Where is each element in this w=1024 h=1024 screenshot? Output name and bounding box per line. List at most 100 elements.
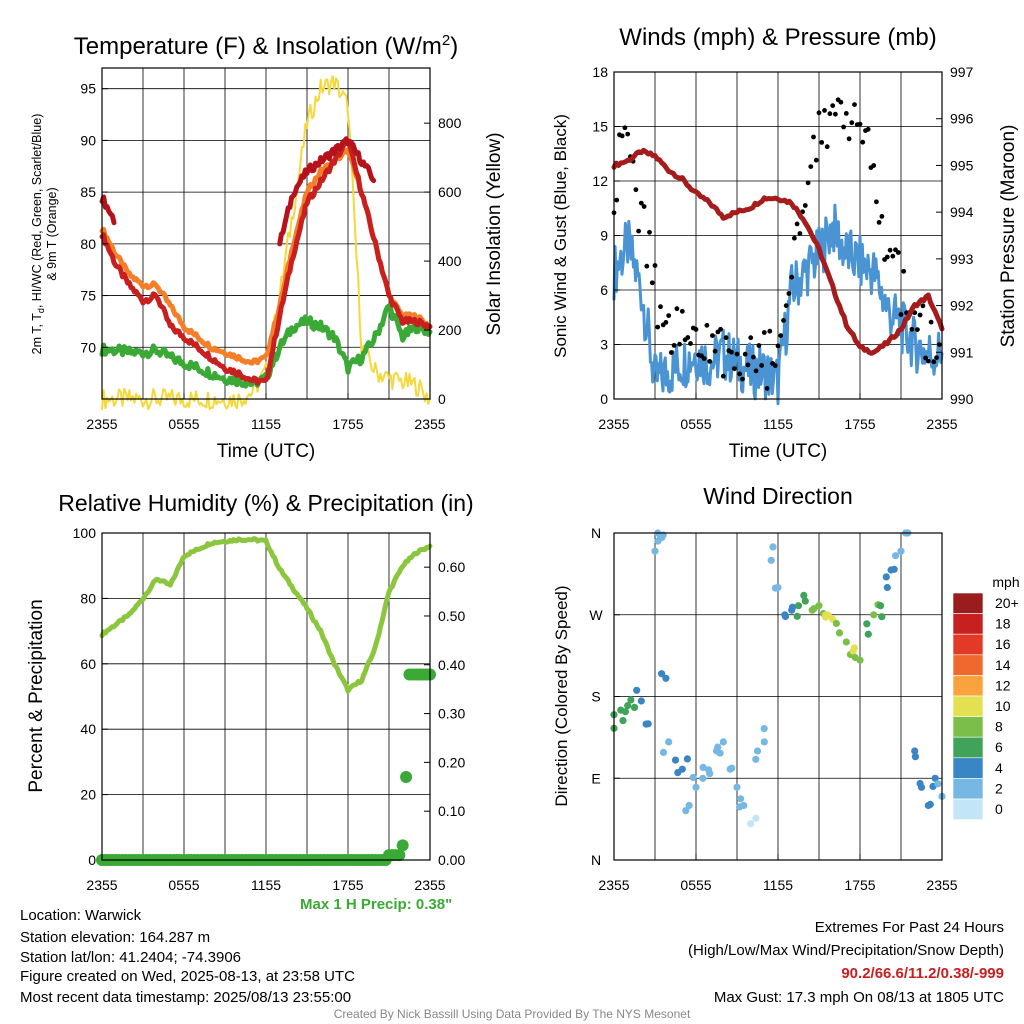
dir-point bbox=[876, 602, 885, 610]
gust-point bbox=[874, 199, 879, 205]
temp-xtick-label: 2355 bbox=[86, 416, 117, 432]
max-gust-text: Max Gust: 17.3 mph On 08/13 at 1805 UTC bbox=[713, 989, 1004, 1006]
gust-point bbox=[808, 164, 814, 170]
gust-point bbox=[745, 362, 751, 368]
temp-y2tick-label: 400 bbox=[438, 253, 462, 269]
gust-point bbox=[658, 304, 663, 310]
dir-point bbox=[714, 743, 722, 751]
wind-title: Winds (mph) & Pressure (mb) bbox=[619, 24, 936, 51]
dir-point bbox=[642, 720, 650, 728]
dir-point bbox=[659, 748, 668, 757]
rh-plot-frame bbox=[101, 532, 431, 861]
gust-point bbox=[819, 140, 825, 145]
gust-point bbox=[742, 351, 748, 357]
wind-ytick-label: 0 bbox=[600, 391, 608, 407]
dir-point bbox=[662, 674, 670, 682]
dir-point bbox=[789, 603, 797, 611]
gust-point bbox=[816, 110, 822, 116]
gust-point bbox=[887, 247, 893, 253]
dir-legend-swatch bbox=[952, 798, 984, 820]
gust-point bbox=[865, 126, 871, 132]
gust-point bbox=[614, 197, 620, 203]
gust-point bbox=[671, 343, 677, 348]
dir-point bbox=[769, 543, 777, 551]
rh-series-humidity bbox=[99, 536, 433, 694]
temp-series-2m-t bbox=[99, 136, 377, 247]
temp-ylabel-rest: , HI/WC (Red, Green, Scarlet/Blue) bbox=[30, 114, 44, 309]
max-precip-label: Max 1 H Precip: 0.38" bbox=[300, 896, 453, 913]
gust-point bbox=[729, 349, 734, 355]
dir-point bbox=[882, 573, 890, 581]
wind-y2tick-label: 992 bbox=[950, 298, 974, 314]
gust-point bbox=[934, 355, 939, 361]
dir-legend-swatch bbox=[952, 613, 984, 635]
temp-xtick-label: 0555 bbox=[168, 416, 199, 432]
dir-legend-label: 14 bbox=[995, 657, 1011, 673]
gust-point bbox=[923, 355, 928, 361]
gust-point bbox=[805, 180, 811, 186]
gust-point bbox=[838, 99, 844, 105]
temp-y2tick-label: 800 bbox=[438, 115, 462, 131]
dir-legend-title: mph bbox=[992, 574, 1019, 590]
wind-series-pressure bbox=[611, 147, 945, 356]
gust-point bbox=[679, 308, 685, 314]
gust-point bbox=[761, 330, 767, 335]
gust-point bbox=[663, 320, 669, 325]
gust-point bbox=[792, 235, 797, 241]
dir-points bbox=[610, 529, 946, 828]
dir-legend-label: 0 bbox=[995, 801, 1003, 817]
wind-xtick-label: 0555 bbox=[680, 416, 711, 432]
gust-point bbox=[925, 358, 931, 364]
gust-point bbox=[688, 341, 693, 346]
gust-point bbox=[824, 144, 830, 150]
dir-point bbox=[887, 566, 895, 574]
gust-point bbox=[772, 363, 778, 368]
dir-point bbox=[736, 803, 744, 811]
temp-ytick-label: 90 bbox=[80, 132, 96, 148]
wind-xlabel: Time (UTC) bbox=[729, 441, 828, 462]
wind-xtick-label: 1155 bbox=[763, 416, 793, 432]
temp-title-sup: 2 bbox=[442, 32, 450, 49]
dir-point bbox=[716, 749, 724, 757]
rh-ytick-label: 0 bbox=[88, 852, 96, 868]
wind-xtick-label: 2355 bbox=[926, 416, 957, 432]
dir-xtick-label: 2355 bbox=[926, 877, 957, 893]
dir-ytick-label: N bbox=[591, 525, 601, 541]
gust-point bbox=[789, 274, 795, 280]
gust-point bbox=[928, 319, 934, 325]
gust-point bbox=[936, 342, 942, 347]
dir-point bbox=[863, 620, 871, 628]
gust-point bbox=[720, 373, 726, 379]
gust-point bbox=[652, 263, 658, 268]
precip-point bbox=[396, 839, 409, 852]
rh-ylabel: Percent & Precipitation bbox=[26, 599, 47, 792]
gust-point bbox=[786, 291, 792, 296]
gust-point bbox=[712, 348, 718, 354]
extremes-subtitle: (High/Low/Max Wind/Precipitation/Snow De… bbox=[688, 942, 1004, 959]
dir-point bbox=[934, 780, 942, 788]
temp-xlabel: Time (UTC) bbox=[217, 441, 316, 462]
gust-point bbox=[674, 306, 680, 312]
dir-point bbox=[753, 747, 762, 755]
wind-ytick-label: 3 bbox=[600, 337, 608, 353]
gust-point bbox=[644, 263, 650, 269]
gust-point bbox=[797, 231, 803, 236]
gust-point bbox=[857, 121, 863, 127]
gust-point bbox=[767, 328, 773, 334]
rh-y2tick-label: 0.40 bbox=[438, 657, 465, 673]
precip-point bbox=[393, 849, 406, 862]
gust-point bbox=[759, 363, 764, 368]
dir-point bbox=[747, 820, 755, 828]
dir-point bbox=[815, 602, 823, 610]
gust-point bbox=[833, 111, 838, 117]
rh-xtick-label: 1155 bbox=[251, 877, 281, 893]
gust-point bbox=[685, 335, 691, 340]
dir-legend-label: 8 bbox=[995, 719, 1003, 735]
gust-point bbox=[619, 133, 625, 139]
dir-point bbox=[719, 738, 727, 746]
gust-point bbox=[915, 327, 920, 332]
rh-y2tick-label: 0.30 bbox=[438, 706, 465, 722]
gust-point bbox=[704, 322, 710, 328]
dir-point bbox=[619, 717, 627, 725]
dir-xtick-label: 1755 bbox=[844, 877, 875, 893]
